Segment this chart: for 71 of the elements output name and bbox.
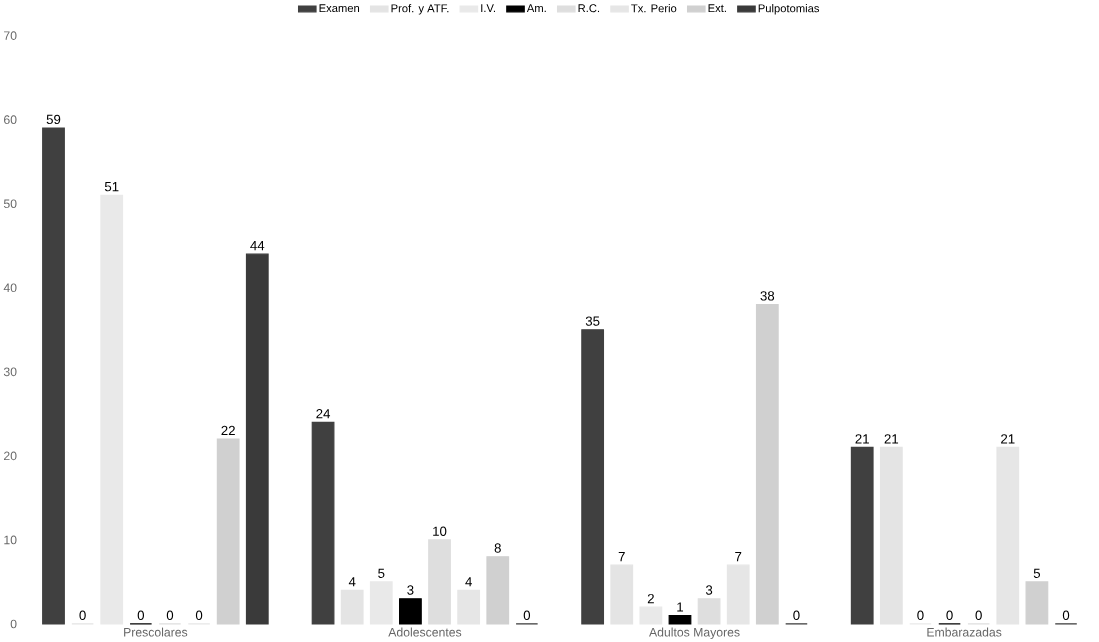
- data-label: 38: [760, 291, 775, 301]
- data-label: 0: [793, 610, 800, 620]
- bar: [216, 438, 240, 625]
- data-label: 0: [523, 610, 531, 620]
- data-label: 3: [407, 585, 414, 595]
- bar: [726, 564, 750, 625]
- data-label: 0: [79, 610, 86, 620]
- data-label: 35: [585, 316, 600, 326]
- bar: [668, 614, 692, 625]
- y-tick-label: 40: [3, 283, 17, 292]
- data-label: 21: [884, 434, 899, 444]
- bar: [850, 446, 874, 625]
- data-label: 10: [433, 526, 447, 536]
- y-tick-label: 70: [4, 31, 17, 40]
- data-label: 21: [855, 434, 869, 444]
- y-tick-label: 20: [4, 451, 17, 461]
- data-label: 5: [378, 568, 385, 578]
- data-label: 2: [647, 593, 654, 603]
- data-label: 44: [250, 240, 265, 250]
- legend-label: R.C.: [578, 4, 600, 12]
- y-tick-label: 0: [10, 619, 17, 629]
- legend-label: Prof. y ATF.: [391, 3, 449, 15]
- bar: [428, 539, 451, 625]
- legend-label: Pulpotomias: [758, 3, 820, 15]
- y-tick-label: 30: [3, 367, 17, 376]
- data-label: 7: [618, 551, 625, 561]
- data-label: 8: [494, 543, 501, 553]
- bar: [399, 597, 422, 625]
- data-label: 21: [1001, 434, 1015, 444]
- bar: [610, 564, 634, 625]
- data-label: 0: [166, 610, 174, 620]
- bar: [879, 446, 903, 625]
- data-label: 0: [137, 610, 145, 620]
- bar: [581, 329, 605, 625]
- y-tick-label: 60: [4, 115, 17, 124]
- bar: [755, 303, 779, 625]
- data-label: 0: [195, 610, 203, 620]
- bar: [42, 127, 65, 625]
- bar: [311, 421, 335, 625]
- bar: [1025, 581, 1049, 625]
- bar: [697, 597, 721, 625]
- data-label: 5: [1033, 568, 1041, 578]
- data-label: 4: [465, 577, 472, 587]
- data-label: 24: [316, 408, 331, 419]
- data-label: 0: [1062, 610, 1070, 620]
- data-label: 3: [705, 585, 713, 595]
- data-label: 1: [677, 602, 684, 612]
- data-label: 59: [46, 114, 61, 124]
- bar: [340, 589, 364, 625]
- bar: [457, 589, 481, 625]
- legend-label: Am.: [526, 4, 546, 12]
- y-tick-label: 50: [3, 199, 17, 208]
- x-tick-label: Prescolares: [124, 627, 188, 637]
- legend-label: Examen: [319, 4, 360, 12]
- data-label: 0: [917, 610, 924, 620]
- legend-label: I.V.: [481, 4, 495, 12]
- y-tick-label: 10: [4, 535, 17, 545]
- x-tick-label: Adolescentes: [388, 627, 462, 637]
- bar: [486, 555, 510, 625]
- data-label: 4: [348, 577, 356, 587]
- data-label: 7: [735, 551, 742, 561]
- legend-label: Tx. Perio: [631, 3, 677, 13]
- bar: [996, 446, 1020, 625]
- data-label: 51: [104, 181, 119, 192]
- data-label: 0: [946, 610, 953, 620]
- x-tick-label: Adultos Mayores: [649, 627, 740, 639]
- legend-label: Ext.: [708, 4, 726, 12]
- data-label: 0: [975, 610, 982, 620]
- data-label: 22: [221, 425, 235, 435]
- x-tick-label: Embarazadas: [927, 627, 1002, 637]
- bar: [245, 253, 269, 625]
